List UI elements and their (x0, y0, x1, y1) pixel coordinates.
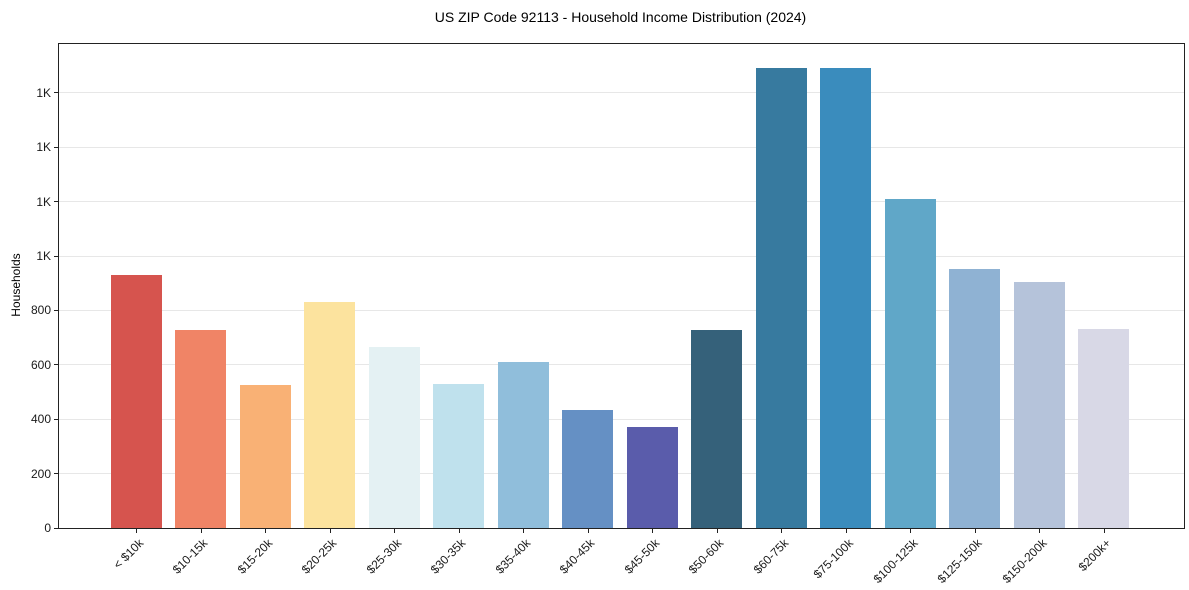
x-tick-mark (458, 529, 460, 533)
y-tick-mark (54, 309, 58, 311)
x-tick-mark (394, 529, 396, 533)
gridline (59, 473, 1184, 475)
x-tick-mark (587, 529, 589, 533)
bar-slot (556, 44, 621, 533)
bar (949, 268, 1001, 528)
bar-slot (878, 44, 943, 533)
x-tick-label: $50-60k (686, 536, 727, 577)
y-tick-label: 1K (36, 140, 51, 155)
bar (1013, 282, 1065, 528)
y-tick-label: 400 (30, 412, 51, 427)
bar-slot (943, 44, 1008, 533)
gridline (59, 255, 1184, 257)
x-tick-label: $15-20k (234, 536, 276, 577)
y-tick-mark (54, 92, 58, 94)
bar-slot (814, 44, 879, 533)
x-tick-label: $40-45k (557, 536, 598, 577)
x-tick-label: $100-125k (870, 536, 921, 587)
y-tick-mark (54, 418, 58, 420)
x-tick-mark (781, 529, 783, 533)
bar (368, 346, 420, 528)
x-tick-label: $25-30k (363, 536, 405, 577)
y-tick-label: 0 (44, 521, 51, 535)
x-tick-mark (974, 529, 976, 533)
y-tick-mark (54, 146, 58, 148)
bar (497, 361, 549, 528)
x-tick-label: < $10k (110, 536, 147, 572)
x-tick-mark (1039, 529, 1041, 533)
bar (433, 383, 485, 528)
bar-slot (491, 44, 556, 533)
x-tick-mark (200, 529, 202, 533)
bar-slot (1072, 44, 1137, 533)
bar-slot (1007, 44, 1072, 533)
gridline (59, 146, 1184, 148)
x-tick-mark (1103, 529, 1105, 533)
bar-slot (362, 44, 427, 533)
x-tick-label: $125-150k (934, 536, 985, 587)
bar-slot (298, 44, 363, 533)
y-tick-mark (54, 201, 58, 203)
bar (755, 68, 807, 528)
bar-slot (620, 44, 685, 533)
bar (626, 426, 678, 528)
x-tick-mark (716, 529, 718, 533)
y-tick-mark (54, 527, 58, 529)
x-tick-mark (136, 529, 138, 533)
bar (562, 409, 614, 528)
x-tick-mark (652, 529, 654, 533)
plot-area: 0 200 400 600 800 1K 1K 1K 1K < $10k $10-15k $15-2… (31, 43, 1185, 586)
y-tick-mark (54, 473, 58, 475)
x-tick-label: $35-40k (492, 536, 534, 577)
y-tick-label: 800 (30, 303, 51, 318)
y-tick-label: 1K (36, 85, 51, 100)
y-tick-label: 200 (30, 466, 51, 481)
bar (691, 329, 743, 528)
gridline (59, 364, 1184, 366)
bars-row (104, 44, 1137, 533)
y-axis-label: Households (9, 253, 23, 317)
gridline (59, 418, 1184, 420)
bar (304, 301, 356, 528)
x-tick-label: $60-75k (750, 536, 792, 577)
bar-slot (169, 44, 234, 533)
x-tick-label: $20-25k (299, 536, 340, 577)
gridline (59, 309, 1184, 311)
bar-slot (685, 44, 750, 533)
x-tick-label: $10-15k (170, 536, 211, 577)
x-tick-mark (845, 529, 847, 533)
bar-slot (104, 44, 169, 533)
y-tick-mark (54, 255, 58, 257)
x-tick-label: $200k+ (1075, 536, 1114, 574)
gridline (59, 92, 1184, 94)
bar (239, 384, 291, 528)
x-tick-label: $150-200k (999, 536, 1050, 587)
y-tick-label: 1K (36, 194, 51, 209)
bar (1078, 328, 1130, 528)
x-tick-mark (265, 529, 267, 533)
bar (820, 68, 872, 528)
x-tick-mark (523, 529, 525, 533)
bar-slot (233, 44, 298, 533)
bar-slot (427, 44, 492, 533)
chart-title: US ZIP Code 92113 - Household Income Dis… (434, 9, 807, 25)
bar-slot (749, 44, 814, 533)
x-tick-label: $75-100k (810, 536, 856, 582)
y-tick-label: 600 (30, 357, 51, 372)
x-tick-label: $45-50k (621, 536, 663, 577)
y-tick-mark (54, 364, 58, 366)
bar (884, 198, 936, 528)
x-tick-mark (910, 529, 912, 533)
bar (175, 330, 227, 528)
gridline (59, 201, 1184, 203)
x-tick-mark (329, 529, 331, 533)
x-tick-label: $30-35k (428, 536, 469, 577)
y-tick-label: 1K (36, 249, 51, 264)
bar (110, 275, 162, 528)
